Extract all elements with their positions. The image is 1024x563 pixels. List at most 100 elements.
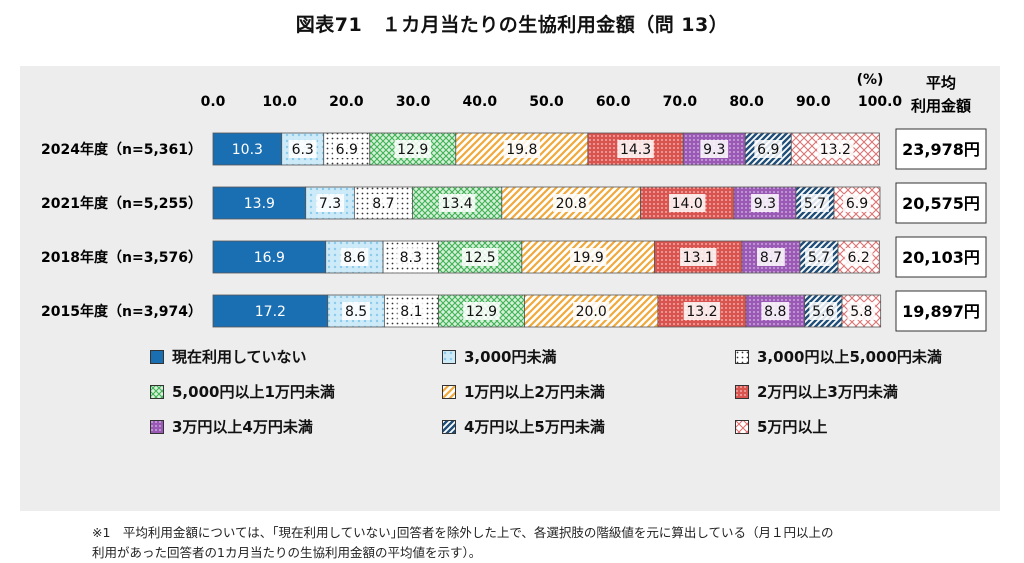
- legend-swatch: [150, 384, 164, 399]
- average-box: [895, 236, 987, 278]
- legend-item: 1万円以上2万円未満: [442, 381, 605, 402]
- legend-swatch: [735, 384, 749, 399]
- legend-swatch: [442, 384, 456, 399]
- footnote-line-1: ※1 平均利用金額については、｢現在利用していない｣回答者を除外した上で、各選択…: [92, 525, 834, 540]
- average-header-line-2: 利用金額: [911, 97, 971, 115]
- legend-swatch: [735, 419, 749, 434]
- data-label: 6.2: [848, 250, 870, 266]
- average-box: [895, 290, 987, 332]
- legend-label: 3,000円未満: [464, 348, 557, 366]
- x-tick-label: 40.0: [463, 94, 498, 110]
- data-label: 19.9: [573, 250, 604, 266]
- data-label: 17.2: [255, 304, 286, 320]
- bar-segment: [438, 240, 523, 274]
- data-label-bg: [332, 140, 361, 158]
- legend-label: 2万円以上3万円未満: [757, 383, 898, 401]
- data-label-bg: [761, 302, 790, 320]
- data-label-bg: [847, 302, 876, 320]
- legend-item: 現在利用していない: [150, 346, 307, 367]
- legend-label: 3,000円以上5,000円未満: [757, 348, 942, 366]
- data-label: 13.9: [244, 196, 275, 212]
- data-label: 8.3: [400, 250, 422, 266]
- data-label-bg: [680, 248, 717, 266]
- x-tick-label: 70.0: [663, 94, 698, 110]
- data-label-bg: [572, 302, 610, 320]
- average-value: 20,575円: [902, 194, 980, 213]
- data-label-bg: [552, 194, 590, 212]
- average-header-line-1: 平均: [926, 74, 956, 92]
- data-label: 20.0: [576, 304, 607, 320]
- data-label: 12.5: [465, 250, 496, 266]
- legend-item: 3万円以上4万円未満: [150, 416, 313, 437]
- legend-swatch: [735, 349, 749, 364]
- legend-label: 5万円以上: [757, 418, 828, 436]
- data-label: 8.8: [764, 304, 786, 320]
- data-label: 20.8: [556, 196, 587, 212]
- bar-segment: [212, 240, 327, 274]
- footnote-line-2: 利用があった回答者の1カ月当たりの生協利用金額の平均値を示す）。: [92, 545, 482, 560]
- data-label: 13.4: [442, 196, 473, 212]
- data-label: 8.6: [343, 250, 365, 266]
- bar-segment: [744, 132, 792, 166]
- data-label: 19.8: [506, 142, 537, 158]
- average-value: 20,103円: [902, 248, 980, 267]
- data-label: 12.9: [466, 304, 497, 320]
- data-label-bg: [397, 302, 426, 320]
- average-value: 19,897円: [902, 302, 980, 321]
- x-tick-label: 100.0: [858, 94, 903, 110]
- average-box: [895, 128, 987, 170]
- x-tick-label: 80.0: [729, 94, 764, 110]
- x-tick-label: 10.0: [262, 94, 297, 110]
- data-label: 16.9: [254, 250, 285, 266]
- legend-item: 2万円以上3万円未満: [735, 381, 898, 402]
- data-label: 8.1: [400, 304, 422, 320]
- data-label: 6.9: [846, 196, 868, 212]
- chart-title: 図表71 １カ月当たりの生協利用金額（問 13）: [295, 14, 729, 36]
- chart-panel: (%) 0.0 10.0 20.0 30.0 40.0 50.0 60.0 70.0 80.0 90…: [20, 66, 1000, 560]
- data-label: 7.3: [319, 196, 341, 212]
- legend-item: 3,000円未満: [442, 346, 556, 367]
- data-label-bg: [438, 194, 476, 212]
- data-label-bg: [342, 302, 370, 320]
- data-label-bg: [288, 140, 317, 158]
- data-label-bg: [700, 140, 729, 158]
- data-label: 6.9: [757, 142, 779, 158]
- data-label: 14.3: [620, 142, 651, 158]
- data-label: 9.3: [703, 142, 725, 158]
- legend-label: 現在利用していない: [172, 348, 307, 366]
- data-label: 8.7: [372, 196, 394, 212]
- data-label: 13.1: [683, 250, 714, 266]
- legend-item: 3,000円以上5,000円未満: [735, 346, 942, 367]
- data-label-bg: [316, 194, 344, 212]
- data-label-bg: [463, 302, 500, 320]
- data-label-bg: [809, 302, 838, 320]
- legend-item: 5,000円以上1万円未満: [150, 381, 335, 402]
- data-label-bg: [669, 194, 706, 212]
- chart-svg: (%) 0.0 10.0 20.0 30.0 40.0 50.0 60.0 70.0 80.0 90…: [41, 72, 987, 332]
- data-label: 6.3: [292, 142, 314, 158]
- footnote: ※1 平均利用金額については、｢現在利用していない｣回答者を除外した上で、各選択…: [92, 523, 992, 563]
- x-tick-label: 30.0: [396, 94, 431, 110]
- data-label-bg: [369, 194, 398, 212]
- x-tick-label: 50.0: [529, 94, 564, 110]
- data-label-bg: [817, 140, 854, 158]
- data-label-bg: [396, 248, 425, 266]
- data-label-bg: [754, 140, 783, 158]
- legend-item: 5万円以上: [735, 416, 827, 437]
- data-label-bg: [805, 248, 833, 266]
- legend-swatch: [150, 419, 164, 434]
- legend-label: 3万円以上4万円未満: [172, 418, 313, 436]
- data-label-bg: [801, 194, 829, 212]
- legend-label: 1万円以上2万円未満: [464, 383, 605, 401]
- data-label: 5.7: [804, 196, 826, 212]
- legend-swatch: [442, 349, 456, 364]
- bar-segment: [212, 132, 283, 166]
- bar-segment: [212, 294, 329, 328]
- data-label-bg: [751, 194, 779, 212]
- data-label-bg: [683, 302, 721, 320]
- data-label-bg: [394, 140, 431, 158]
- data-label-bg: [503, 140, 541, 158]
- data-label-bg: [461, 248, 499, 266]
- legend-swatch: [442, 419, 456, 434]
- data-label: 6.9: [336, 142, 358, 158]
